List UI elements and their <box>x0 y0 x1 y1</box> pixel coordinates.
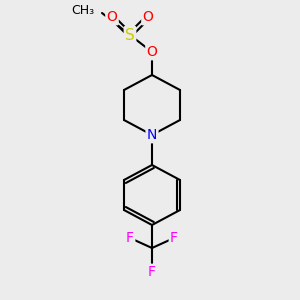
Text: O: O <box>142 10 153 24</box>
Text: O: O <box>147 45 158 59</box>
Text: N: N <box>147 128 157 142</box>
Text: F: F <box>126 231 134 245</box>
Text: S: S <box>125 28 135 43</box>
Text: CH₃: CH₃ <box>71 4 94 17</box>
Text: F: F <box>148 265 156 279</box>
Text: F: F <box>170 231 178 245</box>
Text: O: O <box>106 10 117 24</box>
